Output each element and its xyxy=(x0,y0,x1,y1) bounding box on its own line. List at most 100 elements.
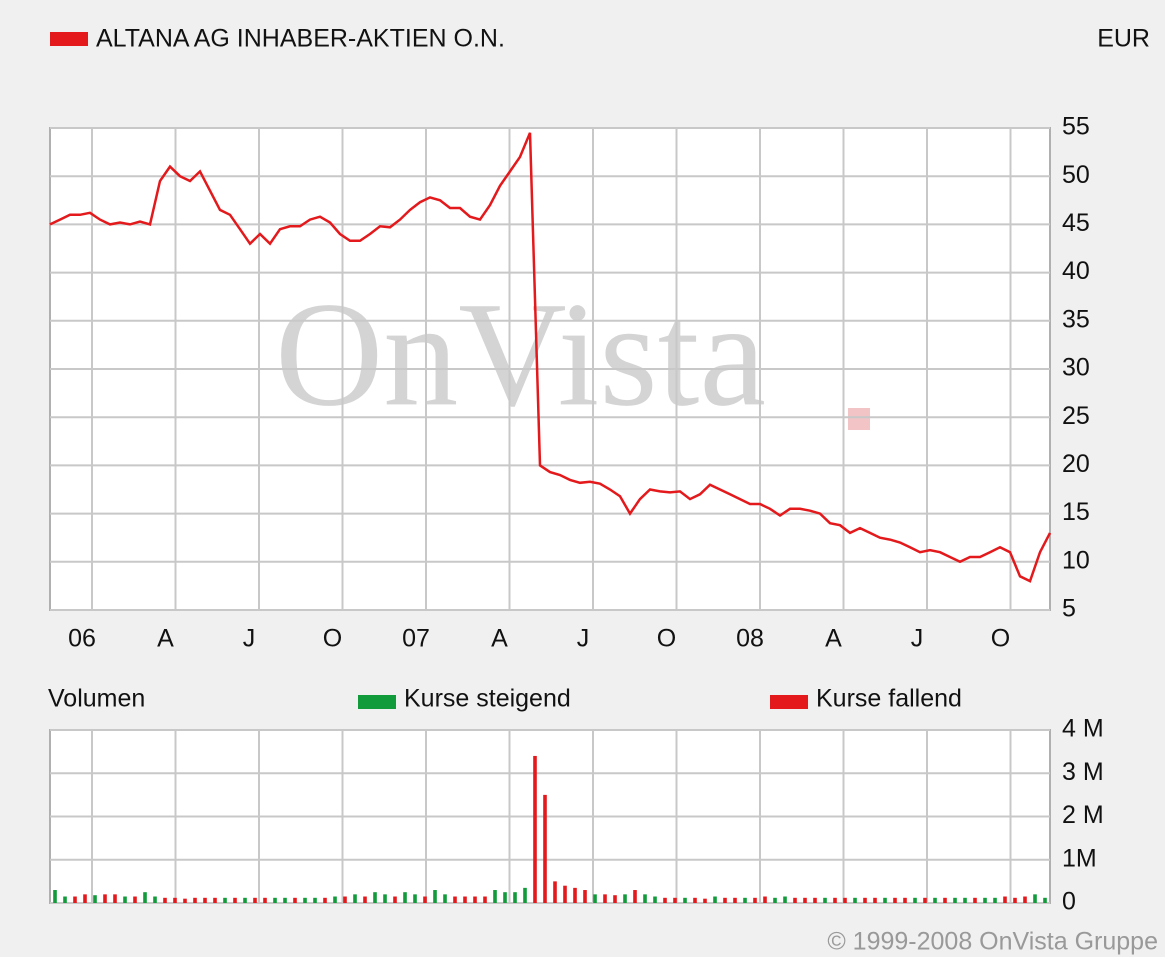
volume-bar xyxy=(453,896,457,903)
volume-bar xyxy=(933,897,937,903)
volume-bar xyxy=(83,894,87,903)
x-tick-label: J xyxy=(577,625,590,653)
volume-bar xyxy=(733,897,737,903)
volume-bar xyxy=(663,897,667,903)
volume-bar xyxy=(713,896,717,903)
volume-bar xyxy=(403,892,407,903)
volume-bar xyxy=(603,894,607,903)
volume-bar xyxy=(153,896,157,903)
x-tick-label: A xyxy=(157,625,174,653)
volume-bar xyxy=(573,887,577,903)
volume-bar xyxy=(363,896,367,903)
volume-bar xyxy=(333,896,337,903)
x-tick-label: J xyxy=(911,625,924,653)
volume-bar xyxy=(273,897,277,903)
legend-swatch xyxy=(50,32,88,46)
volume-bar xyxy=(183,898,187,903)
volume-bar xyxy=(653,896,657,903)
y-tick-label: 40 xyxy=(1062,257,1090,285)
y-tick-label: 2 M xyxy=(1062,801,1104,829)
volume-bar xyxy=(873,897,877,903)
volume-bar xyxy=(763,896,767,903)
volume-bar xyxy=(173,897,177,903)
volume-bar xyxy=(893,897,897,903)
y-tick-label: 5 xyxy=(1062,595,1076,623)
y-tick-label: 4 M xyxy=(1062,715,1104,743)
volume-title: Volumen xyxy=(48,685,145,713)
volume-bar xyxy=(943,897,947,903)
volume-bar xyxy=(533,755,537,903)
volume-bar xyxy=(673,897,677,903)
volume-bar xyxy=(93,895,97,903)
volume-bar xyxy=(813,897,817,903)
volume-bar xyxy=(243,897,247,903)
x-tick-label: 06 xyxy=(68,625,96,653)
x-tick-label: A xyxy=(491,625,508,653)
y-tick-label: 55 xyxy=(1062,113,1090,141)
price-line xyxy=(49,132,1052,583)
volume-bar xyxy=(63,896,67,903)
volume-bar xyxy=(613,895,617,903)
volume-bar xyxy=(993,897,997,903)
volume-bar xyxy=(283,897,287,903)
volume-bar xyxy=(203,897,207,903)
y-tick-label: 30 xyxy=(1062,354,1090,382)
volume-bar xyxy=(473,896,477,903)
volume-bar xyxy=(1033,894,1037,903)
currency: EUR xyxy=(1097,25,1150,53)
x-tick-label: A xyxy=(825,625,842,653)
volume-bar xyxy=(543,794,547,903)
y-tick-label: 0 xyxy=(1062,888,1076,916)
y-tick-label: 35 xyxy=(1062,305,1090,333)
volume-bar xyxy=(723,897,727,903)
y-tick-label: 15 xyxy=(1062,498,1090,526)
volume-bar xyxy=(233,897,237,903)
volume-bar xyxy=(1003,896,1007,903)
x-tick-label: O xyxy=(991,625,1010,653)
y-tick-label: 1M xyxy=(1062,844,1097,872)
volume-bar xyxy=(433,890,437,903)
volume-bar xyxy=(853,897,857,903)
volume-bar xyxy=(343,896,347,903)
legend-label: Kurse fallend xyxy=(816,685,962,713)
volume-bar xyxy=(383,894,387,903)
y-tick-label: 20 xyxy=(1062,450,1090,478)
volume-bar xyxy=(393,896,397,903)
volume-bar xyxy=(213,897,217,903)
volume-bar xyxy=(953,897,957,903)
volume-bar xyxy=(583,890,587,903)
y-tick-label: 50 xyxy=(1062,161,1090,189)
x-tick-label: 08 xyxy=(736,625,764,653)
x-tick-label: 07 xyxy=(402,625,430,653)
volume-bar xyxy=(783,896,787,903)
volume-bar xyxy=(793,897,797,903)
volume-bar xyxy=(923,897,927,903)
chart-title: ALTANA AG INHABER-AKTIEN O.N. xyxy=(96,25,505,53)
volume-bar xyxy=(633,890,637,903)
volume-bar xyxy=(773,897,777,903)
volume-bar xyxy=(753,897,757,903)
legend-label: Kurse steigend xyxy=(404,685,571,713)
watermark: OnVista xyxy=(275,271,766,437)
volume-bar xyxy=(623,894,627,903)
volume-bar xyxy=(163,897,167,903)
volume-bar xyxy=(53,890,57,903)
legend-swatch xyxy=(358,695,396,709)
volume-bar xyxy=(903,897,907,903)
copyright: © 1999-2008 OnVista Gruppe xyxy=(827,928,1158,956)
volume-bar xyxy=(303,897,307,903)
y-tick-label: 25 xyxy=(1062,402,1090,430)
x-tick-label: J xyxy=(243,625,256,653)
volume-bar xyxy=(513,892,517,903)
volume-bar xyxy=(193,897,197,903)
volume-bar xyxy=(823,897,827,903)
volume-bar xyxy=(483,896,487,903)
volume-bar xyxy=(443,894,447,903)
volume-bar xyxy=(463,896,467,903)
volume-bar xyxy=(703,898,707,903)
volume-bar xyxy=(143,892,147,903)
volume-bar xyxy=(743,897,747,903)
volume-bar xyxy=(293,897,297,903)
